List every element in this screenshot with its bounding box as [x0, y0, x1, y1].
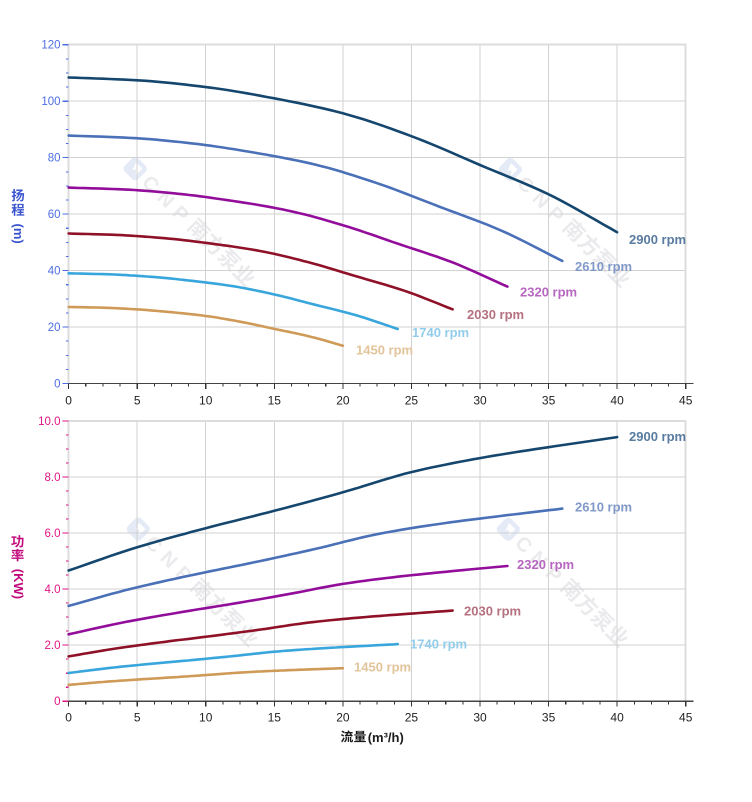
svg-text:35: 35	[542, 711, 556, 725]
svg-text:80: 80	[48, 153, 61, 165]
svg-text:CNP: CNP	[140, 532, 200, 592]
svg-text:40: 40	[610, 393, 624, 407]
svg-text:0: 0	[65, 711, 72, 725]
svg-text:8.0: 8.0	[45, 472, 61, 484]
svg-text:0: 0	[54, 379, 60, 391]
svg-text:10: 10	[199, 393, 213, 407]
svg-text:2610 rpm: 2610 rpm	[575, 259, 632, 274]
svg-text:5: 5	[134, 393, 141, 407]
svg-text:2030 rpm: 2030 rpm	[467, 307, 524, 322]
svg-text:15: 15	[268, 711, 282, 725]
svg-text:1450 rpm: 1450 rpm	[354, 659, 411, 674]
svg-text:40: 40	[48, 266, 61, 278]
svg-text:15: 15	[268, 393, 282, 407]
svg-text:60: 60	[48, 209, 61, 221]
svg-text:1450 rpm: 1450 rpm	[356, 342, 413, 357]
svg-text:25: 25	[405, 711, 419, 725]
svg-text:5: 5	[134, 711, 141, 725]
svg-text:25: 25	[405, 393, 419, 407]
svg-text:120: 120	[41, 40, 60, 52]
svg-text:10: 10	[199, 711, 213, 725]
svg-text:45: 45	[679, 393, 693, 407]
svg-text:0: 0	[65, 393, 72, 407]
svg-text:40: 40	[610, 711, 624, 725]
svg-text:(m): (m)	[11, 224, 26, 244]
svg-text:100: 100	[41, 96, 60, 108]
svg-text:(m³/h): (m³/h)	[368, 730, 404, 745]
svg-text:CNP: CNP	[137, 172, 197, 232]
svg-text:2030 rpm: 2030 rpm	[464, 603, 521, 618]
svg-text:2610 rpm: 2610 rpm	[575, 499, 632, 514]
svg-text:20: 20	[48, 322, 61, 334]
svg-text:10.0: 10.0	[38, 416, 60, 428]
svg-text:2320 rpm: 2320 rpm	[517, 557, 574, 572]
svg-text:2320 rpm: 2320 rpm	[520, 284, 577, 299]
svg-text:6.0: 6.0	[45, 528, 61, 540]
svg-text:2900 rpm: 2900 rpm	[629, 429, 686, 444]
svg-text:2900 rpm: 2900 rpm	[629, 232, 686, 247]
svg-text:30: 30	[473, 711, 487, 725]
svg-text:20: 20	[336, 711, 350, 725]
svg-text:2.0: 2.0	[45, 640, 61, 652]
svg-text:35: 35	[542, 393, 556, 407]
svg-text:0: 0	[54, 696, 60, 708]
svg-text:4.0: 4.0	[45, 584, 61, 596]
svg-text:1740 rpm: 1740 rpm	[412, 325, 469, 340]
svg-text:30: 30	[473, 393, 487, 407]
svg-text:45: 45	[679, 711, 693, 725]
svg-text:(KW): (KW)	[11, 569, 26, 599]
svg-text:1740 rpm: 1740 rpm	[410, 636, 467, 651]
svg-text:20: 20	[336, 393, 350, 407]
